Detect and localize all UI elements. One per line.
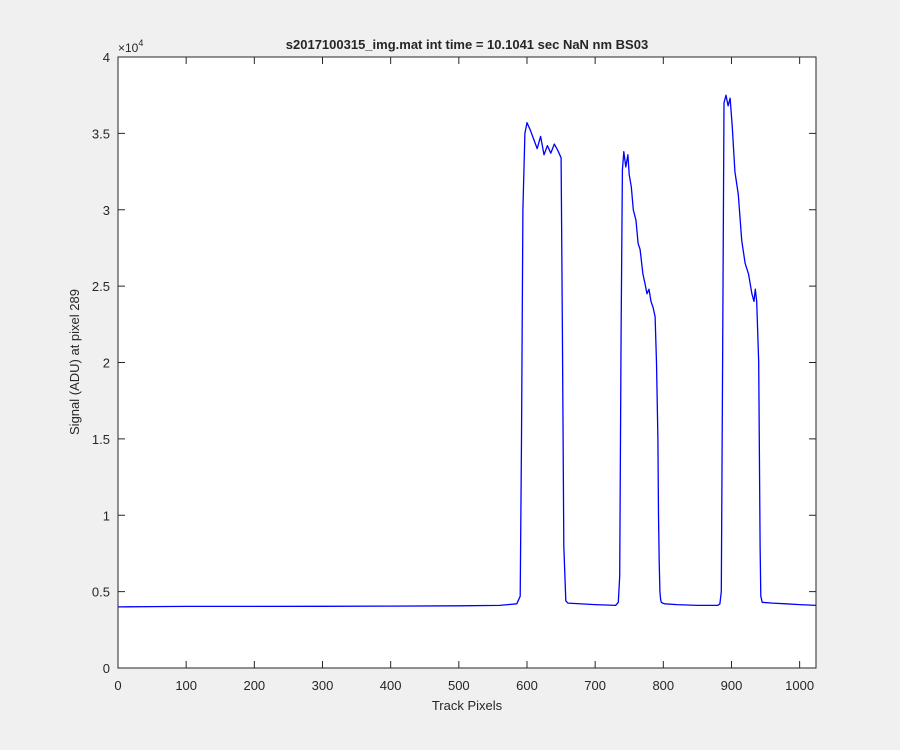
signal-line-0 <box>117 94 817 608</box>
y-exponent-base: ×10 <box>118 41 139 55</box>
x-tick-label: 200 <box>243 678 265 693</box>
y-exponent-power: 4 <box>138 38 143 48</box>
x-tick-label: 500 <box>448 678 470 693</box>
x-tick-label: 0 <box>114 678 121 693</box>
y-axis-ticks: 0 0.5 1 1.5 2 2.5 3 3.5 4 <box>92 50 816 676</box>
y-axis-label: Signal (ADU) at pixel 289 <box>67 289 82 435</box>
x-tick-label: 1000 <box>785 678 814 693</box>
y-exponent-label: ×104 <box>118 38 143 55</box>
y-tick-label: 1 <box>103 508 110 523</box>
plot-layer <box>117 94 817 608</box>
x-axis-ticks: 0 100 200 300 400 500 600 700 800 900 1000 <box>114 57 814 693</box>
x-tick-label: 900 <box>721 678 743 693</box>
y-tick-label: 2.5 <box>92 279 110 294</box>
x-tick-label: 700 <box>584 678 606 693</box>
y-tick-label: 4 <box>103 50 110 65</box>
x-tick-label: 600 <box>516 678 538 693</box>
x-tick-label: 100 <box>175 678 197 693</box>
x-tick-label: 400 <box>380 678 402 693</box>
x-tick-label: 300 <box>312 678 334 693</box>
x-tick-label: 800 <box>652 678 674 693</box>
y-tick-label: 3.5 <box>92 126 110 141</box>
y-tick-label: 1.5 <box>92 432 110 447</box>
y-tick-label: 3 <box>103 203 110 218</box>
y-tick-label: 0 <box>103 661 110 676</box>
y-tick-label: 0.5 <box>92 585 110 600</box>
x-axis-label: Track Pixels <box>432 698 503 713</box>
y-tick-label: 2 <box>103 356 110 371</box>
axes-background <box>118 57 816 668</box>
chart-title: s2017100315_img.mat int time = 10.1041 s… <box>286 37 648 52</box>
